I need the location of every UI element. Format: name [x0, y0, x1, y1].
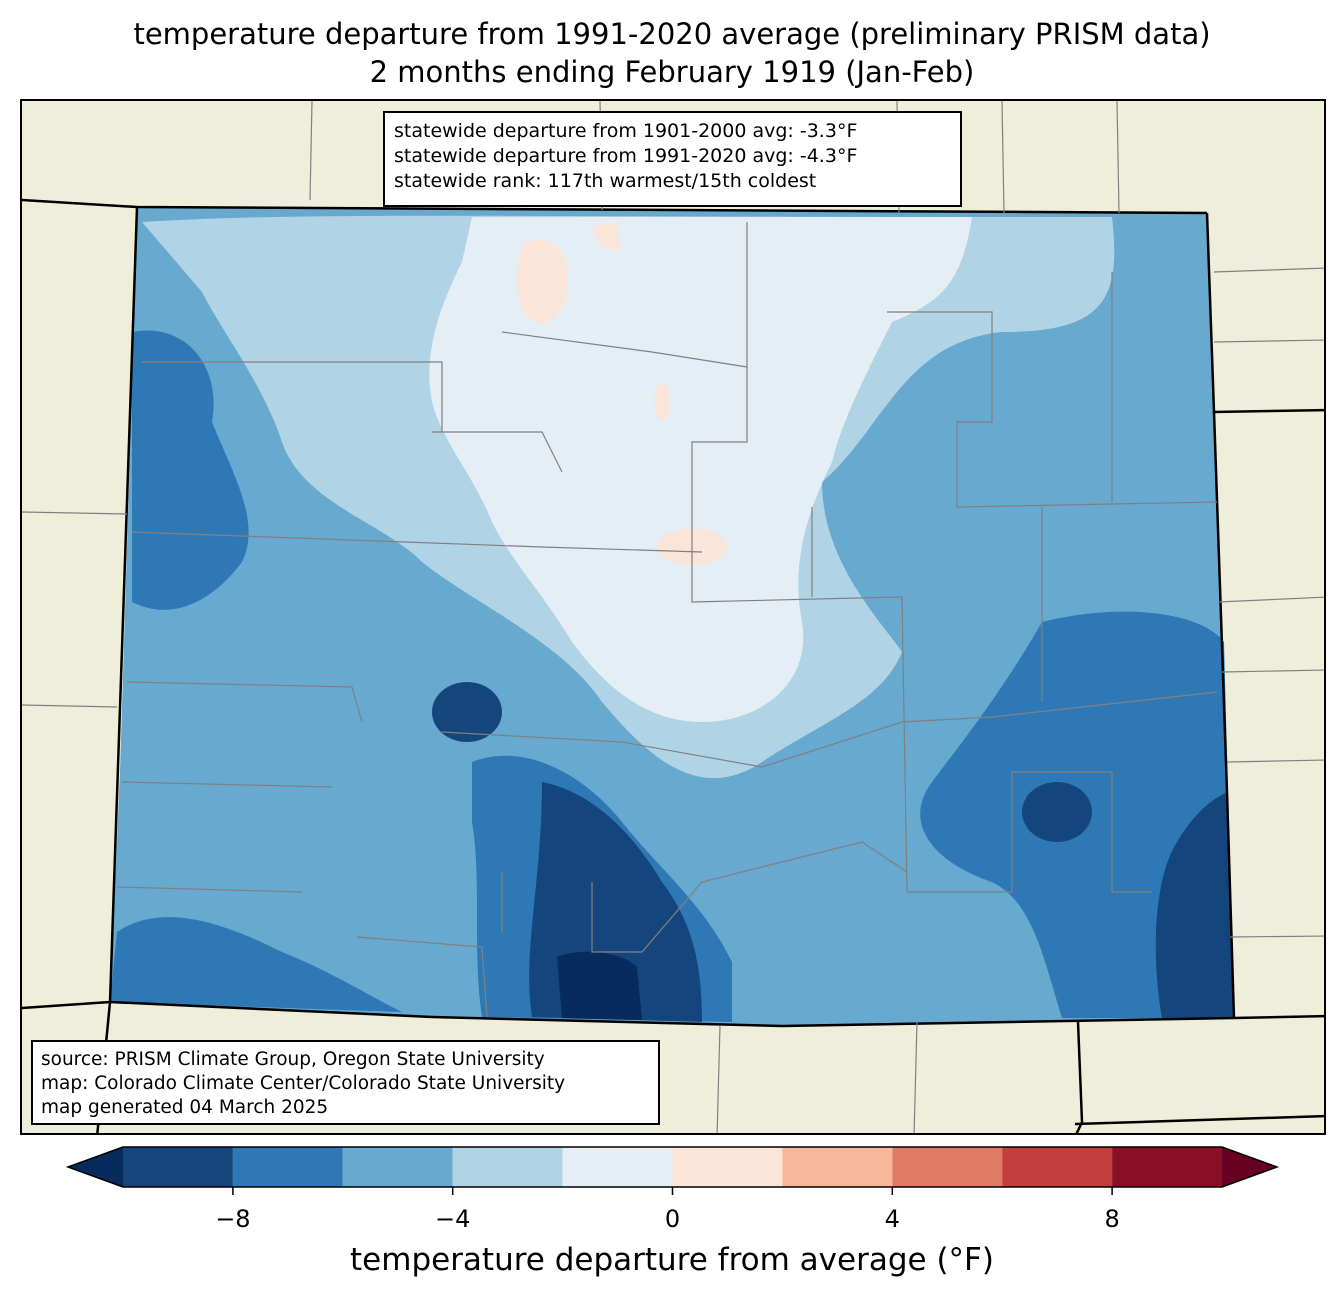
colorbar-segment: [342, 1147, 453, 1187]
colorbar-segment: [892, 1147, 1003, 1187]
colorbar-tick-label: 4: [884, 1205, 900, 1233]
colorbar-segment: [562, 1147, 673, 1187]
cold-region-southwest: [110, 917, 402, 1012]
colorbar-segment: [1112, 1147, 1222, 1187]
colorbar-segment: [782, 1147, 893, 1187]
colorbar-over-arrow: [1222, 1147, 1277, 1187]
map-title-line-2: 2 months ending February 1919 (Jan-Feb): [369, 55, 975, 89]
statewide-stats-box: statewide departure from 1901-2000 avg: …: [383, 111, 962, 207]
colorbar-tick-label: 8: [1104, 1205, 1120, 1233]
colorbar-segment: [452, 1147, 563, 1187]
stats-rank: statewide rank: 117th warmest/15th colde…: [394, 170, 817, 192]
colorbar-tick-label: −4: [434, 1205, 471, 1233]
map-credit-line: map: Colorado Climate Center/Colorado St…: [41, 1073, 566, 1094]
colorbar-label: temperature departure from average (°F): [350, 1242, 994, 1278]
colorado-temperature-map: [22, 101, 1324, 1133]
state-border-east-lower: [1212, 411, 1236, 1019]
near-zero-region: [429, 217, 972, 722]
state-border-ok-tx: [1075, 1021, 1084, 1133]
colorbar-outline: [65, 1146, 1280, 1188]
stats-departure-1991-2020: statewide departure from 1991-2020 avg: …: [394, 145, 858, 167]
very-cold-spot-baca: [1022, 782, 1092, 842]
map-generated-line: map generated 04 March 2025: [41, 1097, 329, 1118]
colorbar-ticks: [232, 1187, 1113, 1195]
state-border-ok-tx-2: [1074, 1114, 1324, 1126]
colorbar-tick-label: 0: [664, 1205, 681, 1233]
warm-spot-small: [654, 384, 670, 420]
map-panel: [20, 99, 1326, 1135]
colorbar-under-arrow: [68, 1147, 123, 1187]
cold-region-west: [132, 330, 249, 610]
colorbar-segment: [123, 1147, 233, 1187]
colorbar-segment: [672, 1147, 783, 1187]
warm-spot-ne: [592, 222, 620, 252]
coldest-region-south: [557, 951, 642, 1020]
colorbar-segment: [232, 1147, 343, 1187]
very-cold-region-southeast-corner: [1155, 792, 1234, 1018]
colorbar-segment: [1002, 1147, 1113, 1187]
state-border-south: [22, 1000, 1324, 1028]
colorbar-tick-label: −8: [215, 1205, 251, 1233]
stats-departure-1901-2000: statewide departure from 1901-2000 avg: …: [394, 120, 858, 142]
source-attribution-box: source: PRISM Climate Group, Oregon Stat…: [31, 1040, 660, 1125]
very-cold-spot-gunnison: [432, 682, 502, 742]
colorbar-segments: [65, 1146, 1280, 1188]
warm-spot-north: [517, 239, 568, 323]
source-line: source: PRISM Climate Group, Oregon Stat…: [41, 1049, 545, 1070]
map-title-line-1: temperature departure from 1991-2020 ave…: [133, 17, 1211, 51]
